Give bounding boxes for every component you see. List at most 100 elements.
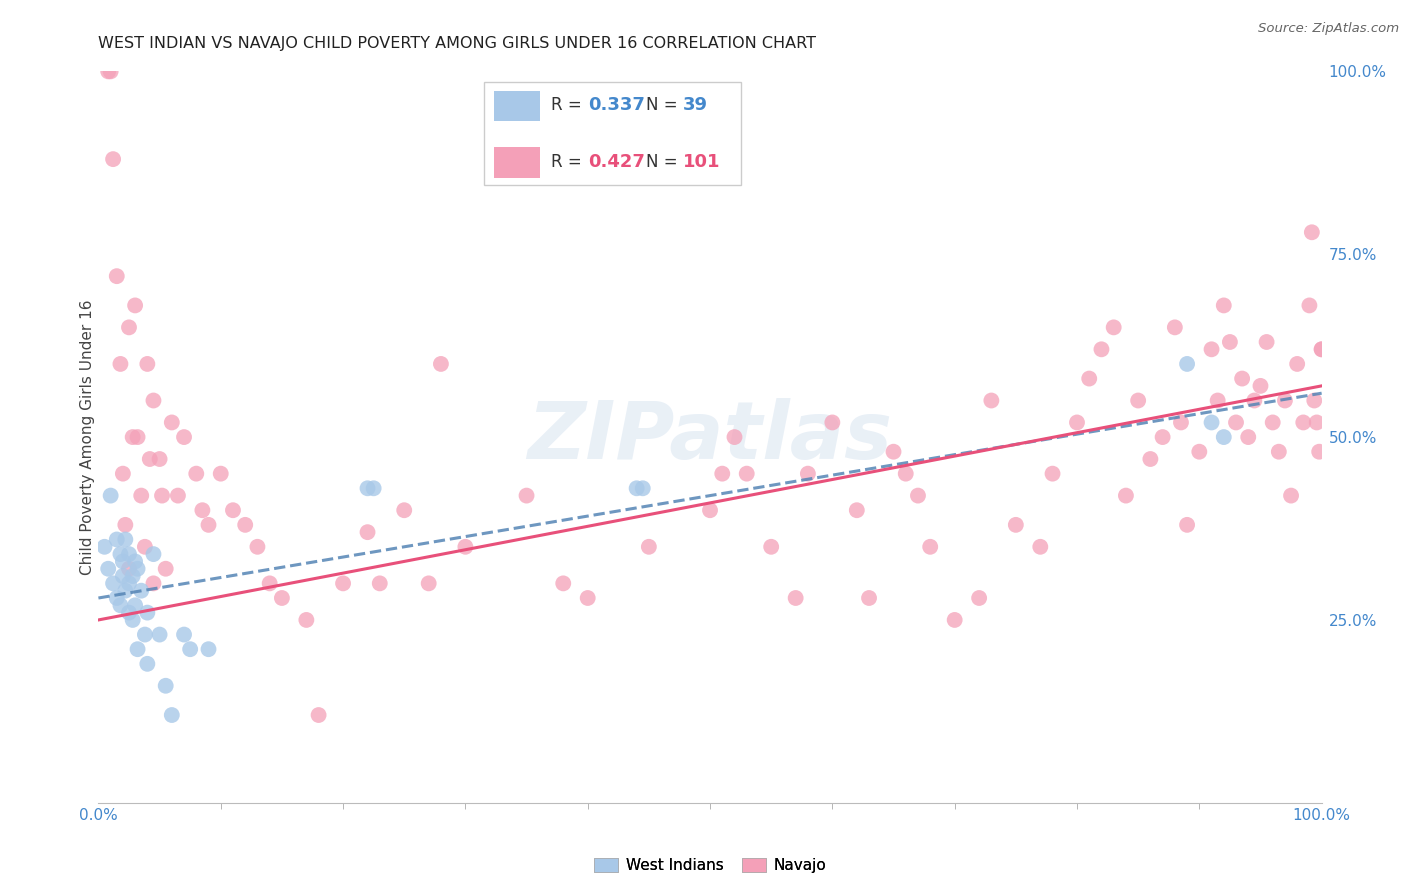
Point	[1042, 467, 1064, 481]
Point	[114, 533, 136, 547]
Point	[418, 576, 440, 591]
Point	[797, 467, 820, 481]
Text: 0.427: 0.427	[588, 153, 644, 170]
Point	[142, 393, 165, 408]
Point	[233, 517, 256, 532]
Y-axis label: Child Poverty Among Girls Under 16: Child Poverty Among Girls Under 16	[80, 300, 94, 574]
Point	[1308, 444, 1330, 458]
Point	[118, 606, 141, 620]
Point	[553, 576, 575, 591]
Point	[149, 627, 172, 641]
Point	[118, 320, 141, 334]
Point	[1261, 416, 1284, 430]
Text: Source: ZipAtlas.com: Source: ZipAtlas.com	[1258, 22, 1399, 36]
Point	[1175, 517, 1198, 532]
Point	[1306, 416, 1329, 430]
Point	[124, 298, 146, 312]
Point	[454, 540, 477, 554]
Point	[1128, 393, 1150, 408]
Point	[1292, 416, 1315, 430]
Point	[1237, 430, 1260, 444]
Point	[246, 540, 269, 554]
Point	[295, 613, 318, 627]
Point	[209, 467, 232, 481]
Point	[1078, 371, 1101, 385]
Point	[735, 467, 758, 481]
Point	[920, 540, 942, 554]
Point	[160, 416, 183, 430]
Point	[129, 583, 152, 598]
Point	[127, 642, 149, 657]
Point	[129, 489, 152, 503]
Point	[142, 576, 165, 591]
Point	[114, 583, 136, 598]
Point	[134, 627, 156, 641]
Point	[111, 467, 134, 481]
Point	[785, 591, 807, 605]
Point	[127, 562, 149, 576]
Point	[723, 430, 745, 444]
Point	[1225, 416, 1247, 430]
Point	[980, 393, 1002, 408]
Point	[173, 627, 195, 641]
Point	[1279, 489, 1302, 503]
FancyBboxPatch shape	[494, 147, 540, 178]
Point	[93, 540, 115, 554]
Point	[110, 357, 132, 371]
Point	[576, 591, 599, 605]
Point	[101, 152, 124, 166]
Point	[127, 430, 149, 444]
Point	[270, 591, 294, 605]
Text: 0.337: 0.337	[588, 96, 644, 114]
Legend: West Indians, Navajo: West Indians, Navajo	[588, 852, 832, 880]
Point	[1164, 320, 1187, 334]
Point	[118, 562, 141, 576]
Point	[1206, 393, 1229, 408]
Point	[121, 430, 143, 444]
Point	[110, 547, 132, 561]
Point	[1301, 225, 1323, 239]
Point	[1188, 444, 1211, 458]
Point	[332, 576, 354, 591]
Point	[173, 430, 195, 444]
Point	[222, 503, 245, 517]
Point	[121, 613, 143, 627]
Point	[186, 467, 208, 481]
Point	[1115, 489, 1137, 503]
Text: 101: 101	[683, 153, 721, 170]
Point	[197, 517, 219, 532]
Point	[136, 606, 159, 620]
Point	[155, 562, 177, 576]
Point	[356, 525, 378, 540]
Point	[101, 576, 124, 591]
Point	[155, 679, 177, 693]
Point	[136, 657, 159, 671]
Point	[308, 708, 330, 723]
Point	[111, 569, 134, 583]
Point	[1066, 416, 1088, 430]
Point	[1090, 343, 1112, 357]
Point	[1004, 517, 1026, 532]
Point	[118, 547, 141, 561]
Point	[139, 452, 162, 467]
Point	[1219, 334, 1241, 349]
Point	[821, 416, 844, 430]
Point	[105, 533, 128, 547]
Point	[883, 444, 905, 458]
Point	[1139, 452, 1161, 467]
Point	[259, 576, 281, 591]
Point	[121, 569, 143, 583]
Point	[1268, 444, 1291, 458]
Point	[97, 64, 120, 78]
Point	[1029, 540, 1052, 554]
Point	[100, 64, 122, 78]
Text: WEST INDIAN VS NAVAJO CHILD POVERTY AMONG GIRLS UNDER 16 CORRELATION CHART: WEST INDIAN VS NAVAJO CHILD POVERTY AMON…	[98, 36, 817, 51]
Point	[699, 503, 721, 517]
Text: N =: N =	[647, 96, 683, 114]
Point	[907, 489, 929, 503]
Point	[363, 481, 385, 495]
Point	[845, 503, 868, 517]
Point	[1152, 430, 1174, 444]
Point	[1303, 393, 1326, 408]
Point	[118, 576, 141, 591]
